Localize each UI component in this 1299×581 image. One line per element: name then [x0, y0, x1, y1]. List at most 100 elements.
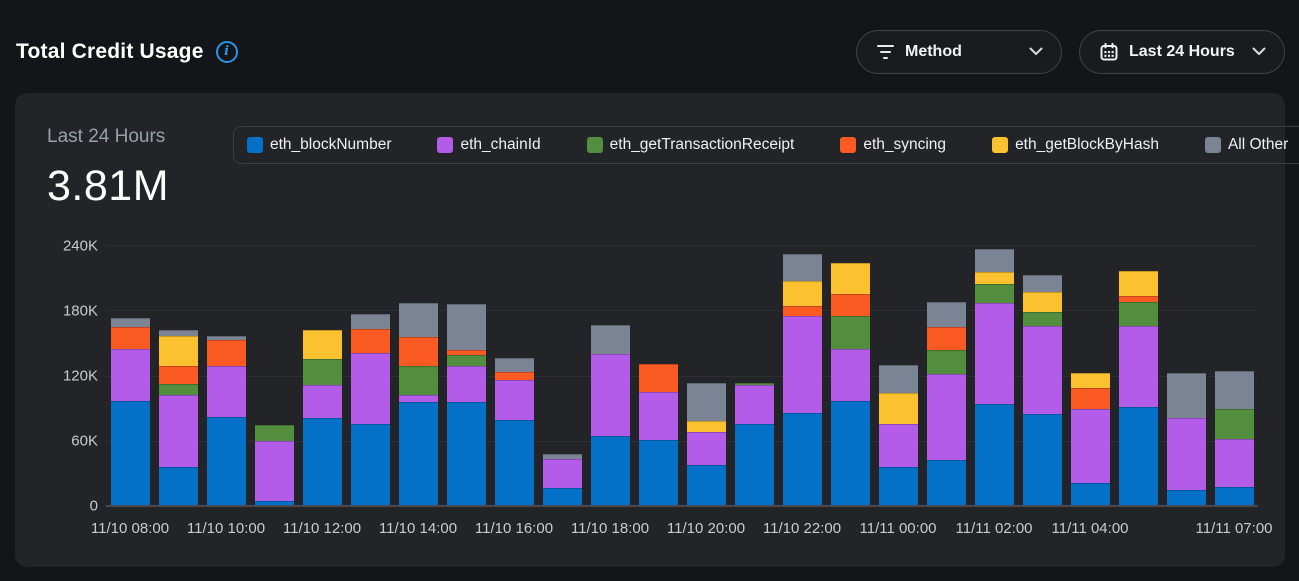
bar-segment-eth_getBlockByHash: [1022, 292, 1062, 312]
bar-segment-eth_blockNumber: [542, 487, 582, 505]
bar-segment-All-Other: [974, 249, 1014, 272]
bar-column: [1162, 246, 1210, 505]
bar-segment-eth_getTransactionReceipt: [830, 316, 870, 349]
bar-segment-eth_getBlockByHash: [1070, 373, 1110, 389]
legend-item-label: All Other: [1227, 136, 1289, 153]
legend-item[interactable]: eth_syncing: [840, 136, 946, 154]
bar-segment-eth_chainId: [254, 441, 294, 501]
legend-item[interactable]: All Other: [1204, 136, 1289, 154]
legend-item[interactable]: eth_getTransactionReceipt: [586, 136, 795, 154]
stacked-bar[interactable]: [1070, 373, 1110, 505]
plot-area: 0 60K 120K 180K 240K: [63, 237, 1258, 515]
filter-lines-icon: [877, 44, 894, 59]
stacked-bar[interactable]: [638, 363, 678, 505]
bar-segment-eth_chainId: [110, 348, 150, 402]
stacked-bar[interactable]: [1166, 373, 1206, 505]
legend-item[interactable]: eth_chainId: [437, 136, 541, 154]
bar-segment-All-Other: [158, 330, 198, 336]
bar-segment-eth_syncing: [638, 363, 678, 392]
bar-segment-eth_syncing: [398, 336, 438, 366]
bar-segment-eth_getTransactionReceipt: [446, 355, 486, 366]
stacked-bar[interactable]: [878, 364, 918, 505]
x-axis-tick-label: 11/10 10:00: [186, 520, 266, 537]
bar-segment-eth_syncing: [158, 365, 198, 385]
stacked-bar[interactable]: [542, 454, 582, 505]
legend-item[interactable]: eth_blockNumber: [247, 136, 391, 154]
bar-segment-eth_blockNumber: [1214, 486, 1254, 505]
stacked-bar[interactable]: [590, 324, 630, 505]
bar-segment-eth_chainId: [830, 348, 870, 402]
legend-item[interactable]: eth_getBlockByHash: [992, 136, 1159, 154]
stacked-bar[interactable]: [926, 302, 966, 505]
x-axis-tick-label: 11/10 14:00: [378, 520, 458, 537]
stacked-bar[interactable]: [1118, 270, 1158, 505]
legend-swatch: [437, 137, 454, 153]
bar-column: [538, 246, 586, 505]
bar-segment-eth_getTransactionReceipt: [158, 384, 198, 395]
stacked-bar[interactable]: [110, 318, 150, 505]
stacked-bar[interactable]: [1022, 275, 1062, 505]
bar-column: [922, 246, 970, 505]
bar-segment-eth_syncing: [494, 372, 534, 380]
title-wrap: Total Credit Usage i: [16, 40, 238, 64]
bar-segment-eth_blockNumber: [926, 459, 966, 505]
stacked-bar[interactable]: [158, 330, 198, 505]
bar-segment-eth_blockNumber: [830, 401, 870, 505]
date-range-dropdown[interactable]: Last 24 Hours: [1079, 29, 1285, 74]
bar-segment-eth_syncing: [1118, 295, 1158, 303]
bar-column: [874, 246, 922, 505]
bar-segment-eth_chainId: [350, 352, 390, 425]
stacked-bar[interactable]: [1214, 371, 1254, 505]
bar-segment-eth_chainId: [926, 374, 966, 460]
stacked-bar[interactable]: [398, 303, 438, 505]
gridline-60K: 60K: [71, 433, 1258, 450]
stacked-bar[interactable]: [974, 249, 1014, 505]
bar-segment-eth_getTransactionReceipt: [1214, 408, 1254, 440]
bar-segment-eth_getBlockByHash: [974, 271, 1014, 284]
stacked-bar[interactable]: [830, 263, 870, 505]
x-axis-tick-label: 11/11 07:00: [1195, 520, 1273, 537]
x-axis-tick-label: 11/10 18:00: [570, 520, 650, 537]
stacked-bar[interactable]: [734, 383, 774, 505]
calendar-icon: [1100, 42, 1118, 61]
bar-segment-eth_getTransactionReceipt: [254, 425, 294, 442]
stacked-bar[interactable]: [206, 335, 246, 505]
bar-segment-eth_blockNumber: [206, 416, 246, 505]
bar-segment-eth_getBlockByHash: [1118, 270, 1158, 296]
bar-segment-eth_syncing: [446, 349, 486, 356]
bar-segment-All-Other: [1166, 373, 1206, 418]
stacked-bar[interactable]: [494, 358, 534, 505]
stacked-bar-chart: 0 60K 120K 180K 240K 11/10 08:00 11/10 10:00 1…: [47, 237, 1273, 542]
bar-segment-eth_blockNumber: [1166, 489, 1206, 505]
x-axis-tick-label: 11/10 12:00: [282, 520, 362, 537]
info-icon[interactable]: i: [215, 40, 238, 63]
bar-segment-eth_chainId: [158, 394, 198, 468]
bar-column: [442, 246, 490, 505]
stacked-bar[interactable]: [350, 314, 390, 505]
y-axis-tick-label: 180K: [62, 302, 98, 320]
stacked-bar[interactable]: [446, 304, 486, 505]
x-axis-tick-label: 11/11 00:00: [859, 520, 937, 537]
legend-item-label: eth_getTransactionReceipt: [609, 136, 795, 153]
date-range-label: Last 24 Hours: [1129, 42, 1235, 60]
stacked-bar[interactable]: [254, 425, 294, 505]
bar-segment-eth_chainId: [542, 458, 582, 488]
stacked-bar[interactable]: [302, 330, 342, 505]
bar-segment-eth_blockNumber: [638, 440, 678, 505]
legend-item-label: eth_chainId: [460, 136, 541, 153]
page-header: Total Credit Usage i Method: [0, 0, 1299, 93]
bar-column: [154, 246, 202, 505]
stacked-bar[interactable]: [782, 253, 822, 505]
bar-column: [778, 246, 826, 505]
y-axis-tick-label: 240K: [62, 237, 98, 254]
x-axis-tick-label: 11/10 08:00: [90, 520, 170, 537]
stacked-bar[interactable]: [686, 383, 726, 505]
bar-segment-eth_syncing: [206, 339, 246, 366]
bar-column: [1066, 246, 1114, 505]
bar-segment-All-Other: [398, 303, 438, 337]
bar-segment-All-Other: [590, 324, 630, 354]
method-filter-label: Method: [905, 42, 962, 60]
bar-column: [394, 246, 442, 505]
method-filter-dropdown[interactable]: Method: [856, 29, 1062, 74]
legend-item-label: eth_blockNumber: [270, 136, 392, 153]
